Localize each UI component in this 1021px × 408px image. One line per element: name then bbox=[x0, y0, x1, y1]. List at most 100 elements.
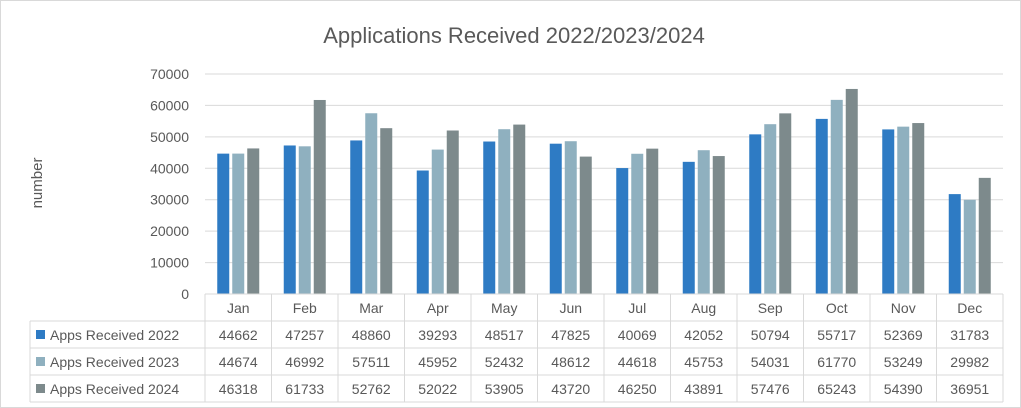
table-cell: 65243 bbox=[817, 381, 856, 397]
bar bbox=[579, 156, 592, 294]
bar bbox=[948, 194, 961, 294]
table-cell: 48517 bbox=[485, 327, 524, 343]
bar bbox=[483, 141, 496, 294]
bar bbox=[298, 146, 311, 294]
y-tick-labels: 0 10000 20000 30000 40000 50000 60000 70000 bbox=[150, 66, 189, 302]
x-tick-label: Jun bbox=[559, 300, 582, 316]
bar bbox=[845, 88, 858, 295]
x-tick-label: Oct bbox=[826, 300, 848, 316]
table-cell: 29982 bbox=[950, 354, 989, 370]
table-cell: 47825 bbox=[551, 327, 590, 343]
table-cell: 61733 bbox=[285, 381, 324, 397]
table-cell: 44662 bbox=[219, 327, 258, 343]
table-cell: 61770 bbox=[817, 354, 856, 370]
bar bbox=[978, 177, 991, 294]
y-tick-label: 70000 bbox=[150, 66, 189, 82]
table-cell: 36951 bbox=[950, 381, 989, 397]
x-tick-label: May bbox=[491, 300, 517, 316]
y-tick-label: 0 bbox=[181, 286, 189, 302]
x-tick-label: Jan bbox=[227, 300, 250, 316]
bar bbox=[764, 124, 777, 294]
table-cell: 48860 bbox=[352, 327, 391, 343]
bar bbox=[631, 153, 644, 294]
x-tick-label: Mar bbox=[359, 300, 383, 316]
table-cell: 57476 bbox=[751, 381, 790, 397]
table-cell: 48612 bbox=[551, 354, 590, 370]
bar bbox=[815, 118, 828, 294]
bar bbox=[380, 128, 393, 294]
bar bbox=[697, 150, 710, 294]
bar bbox=[682, 161, 695, 294]
legend-entry: Apps Received 2022 bbox=[50, 327, 179, 343]
table-cell: 43720 bbox=[551, 381, 590, 397]
table-cell: 44674 bbox=[219, 354, 258, 370]
y-tick-label: 40000 bbox=[150, 160, 189, 176]
table-cell: 44618 bbox=[618, 354, 657, 370]
bar bbox=[897, 126, 910, 294]
bar bbox=[513, 124, 526, 294]
table-cell: 45753 bbox=[684, 354, 723, 370]
chart-title: Applications Received 2022/2023/2024 bbox=[323, 23, 705, 48]
y-tick-label: 10000 bbox=[150, 255, 189, 271]
bar bbox=[564, 141, 577, 294]
legend-entry: Apps Received 2023 bbox=[50, 354, 179, 370]
x-tick-label: Sep bbox=[758, 300, 783, 316]
x-tick-label: Dec bbox=[957, 300, 982, 316]
legend-entry: Apps Received 2024 bbox=[50, 381, 179, 397]
bar bbox=[963, 199, 976, 294]
x-tick-label: Aug bbox=[691, 300, 716, 316]
table-cell: 54031 bbox=[751, 354, 790, 370]
table-cell: 52432 bbox=[485, 354, 524, 370]
bar bbox=[232, 153, 245, 294]
table-cell: 54390 bbox=[884, 381, 923, 397]
table-cell: 46318 bbox=[219, 381, 258, 397]
bar bbox=[912, 123, 925, 294]
bar bbox=[646, 148, 659, 294]
table-cell: 46250 bbox=[618, 381, 657, 397]
table-cell: 43891 bbox=[684, 381, 723, 397]
legend-key bbox=[36, 384, 45, 393]
table-cell: 55717 bbox=[817, 327, 856, 343]
bar bbox=[217, 153, 230, 294]
y-tick-label: 50000 bbox=[150, 129, 189, 145]
table-cell: 52022 bbox=[418, 381, 457, 397]
data-table: Jan Feb Mar Apr May Jun Jul Aug Sep Oct Nov Dec Apps… bbox=[29, 293, 1004, 403]
bar bbox=[549, 143, 562, 294]
bars bbox=[217, 88, 991, 295]
legend-key bbox=[36, 357, 45, 366]
bar bbox=[283, 145, 296, 294]
bar bbox=[247, 148, 260, 294]
gridlines bbox=[205, 73, 1003, 264]
bar bbox=[749, 134, 762, 294]
table-cell: 47257 bbox=[285, 327, 324, 343]
x-tick-label: Nov bbox=[891, 300, 916, 316]
table-cell: 50794 bbox=[751, 327, 790, 343]
bar bbox=[882, 129, 895, 294]
x-tick-label: Apr bbox=[427, 300, 449, 316]
y-tick-label: 20000 bbox=[150, 223, 189, 239]
bar bbox=[616, 168, 629, 294]
bar bbox=[350, 140, 363, 294]
bar bbox=[446, 130, 459, 294]
bar bbox=[779, 113, 792, 294]
table-cell: 42052 bbox=[684, 327, 723, 343]
bar bbox=[365, 113, 378, 294]
y-tick-label: 30000 bbox=[150, 192, 189, 208]
table-cell: 52762 bbox=[352, 381, 391, 397]
bar bbox=[712, 156, 725, 294]
table-cell: 53249 bbox=[884, 354, 923, 370]
bar bbox=[498, 129, 511, 294]
table-cell: 45952 bbox=[418, 354, 457, 370]
bar bbox=[416, 170, 429, 294]
x-tick-label: Jul bbox=[628, 300, 646, 316]
y-tick-label: 60000 bbox=[150, 97, 189, 113]
table-cell: 57511 bbox=[352, 354, 390, 370]
table-cell: 31783 bbox=[950, 327, 989, 343]
bar bbox=[313, 99, 326, 295]
table-cell: 39293 bbox=[418, 327, 457, 343]
y-axis-label: number bbox=[29, 158, 46, 209]
x-tick-label: Feb bbox=[293, 300, 317, 316]
bar bbox=[830, 99, 843, 294]
table-cell: 53905 bbox=[485, 381, 524, 397]
